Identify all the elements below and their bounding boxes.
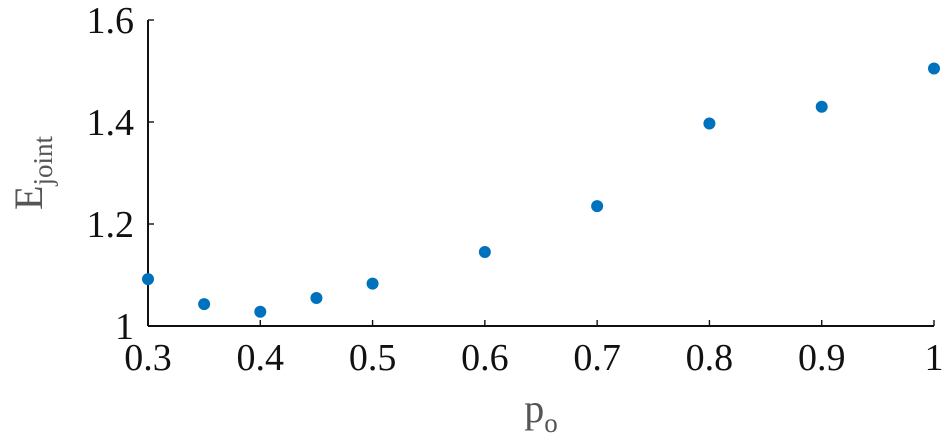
x-axis-label: po [524, 386, 558, 438]
x-tick-label: 0.4 [237, 337, 285, 379]
data-point [366, 277, 379, 290]
ticks: 0.3 0.4 0.5 0.6 0.7 0.8 0.9 1 1 1.2 1.4 1.6 [87, 0, 944, 379]
data-point [703, 117, 716, 130]
axes [147, 20, 934, 327]
data-point [815, 100, 828, 113]
x-tick-label: 0.9 [798, 337, 846, 379]
x-axis-label-main: p [524, 386, 544, 431]
data-point [254, 305, 267, 318]
data-point [591, 200, 604, 213]
y-tick-label: 1.2 [87, 204, 135, 246]
x-tick-label: 0.7 [573, 337, 621, 379]
data-point [310, 291, 323, 304]
x-tick-label: 0.6 [461, 337, 509, 379]
data-points [142, 62, 940, 318]
data-point [478, 246, 491, 259]
y-tick-label: 1 [115, 306, 134, 348]
x-tick-label: 1 [925, 337, 944, 379]
x-axis-label-sub: o [544, 408, 558, 438]
y-tick-label: 1.6 [87, 0, 135, 42]
y-axis-label-main: E [6, 186, 51, 210]
y-tick-label: 1.4 [87, 102, 135, 144]
x-tick-label: 0.5 [349, 337, 397, 379]
y-axis-label-sub: joint [28, 136, 58, 187]
x-tick-label: 0.8 [686, 337, 734, 379]
x-tick-label: 0.3 [124, 337, 172, 379]
data-point [142, 273, 154, 286]
data-point [198, 298, 211, 311]
y-axis-label: Ejoint [6, 136, 58, 210]
data-point [928, 62, 940, 75]
